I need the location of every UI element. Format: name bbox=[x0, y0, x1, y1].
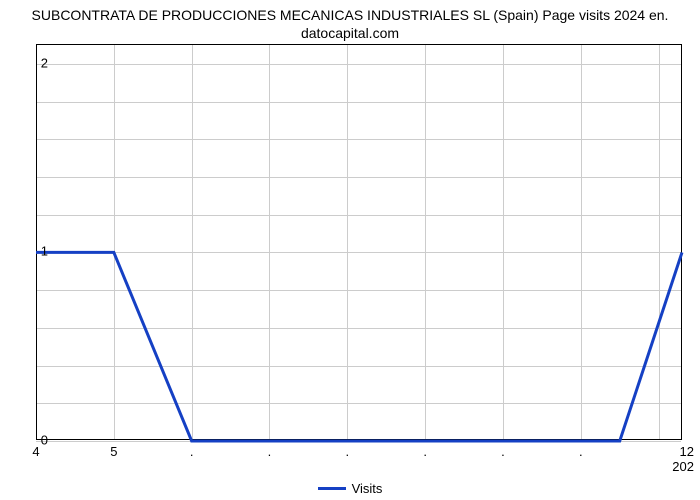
legend: Visits bbox=[0, 480, 700, 496]
legend-swatch bbox=[318, 487, 346, 490]
x-tick-right-label: 202 bbox=[672, 459, 694, 474]
x-tick-right-label: 12 bbox=[680, 444, 694, 459]
chart-title: SUBCONTRATA DE PRODUCCIONES MECANICAS IN… bbox=[0, 6, 700, 42]
visits-line bbox=[36, 45, 681, 440]
x-tick-dot: . bbox=[268, 444, 272, 459]
x-tick-dot: . bbox=[501, 444, 505, 459]
visits-chart: SUBCONTRATA DE PRODUCCIONES MECANICAS IN… bbox=[0, 0, 700, 500]
chart-title-line2: datocapital.com bbox=[301, 25, 399, 41]
y-tick-label: 0 bbox=[8, 433, 48, 448]
legend-label: Visits bbox=[352, 481, 383, 496]
y-tick-label: 1 bbox=[8, 244, 48, 259]
x-tick-dot: . bbox=[190, 444, 194, 459]
visits-polyline bbox=[36, 252, 682, 441]
plot-area bbox=[36, 44, 682, 440]
x-tick-dot: . bbox=[423, 444, 427, 459]
y-tick-label: 2 bbox=[8, 55, 48, 70]
x-tick-dot: . bbox=[579, 444, 583, 459]
chart-title-line1: SUBCONTRATA DE PRODUCCIONES MECANICAS IN… bbox=[32, 7, 669, 23]
x-tick-dot: . bbox=[346, 444, 350, 459]
x-tick-label: 4 bbox=[32, 444, 39, 459]
x-tick-label: 5 bbox=[110, 444, 117, 459]
